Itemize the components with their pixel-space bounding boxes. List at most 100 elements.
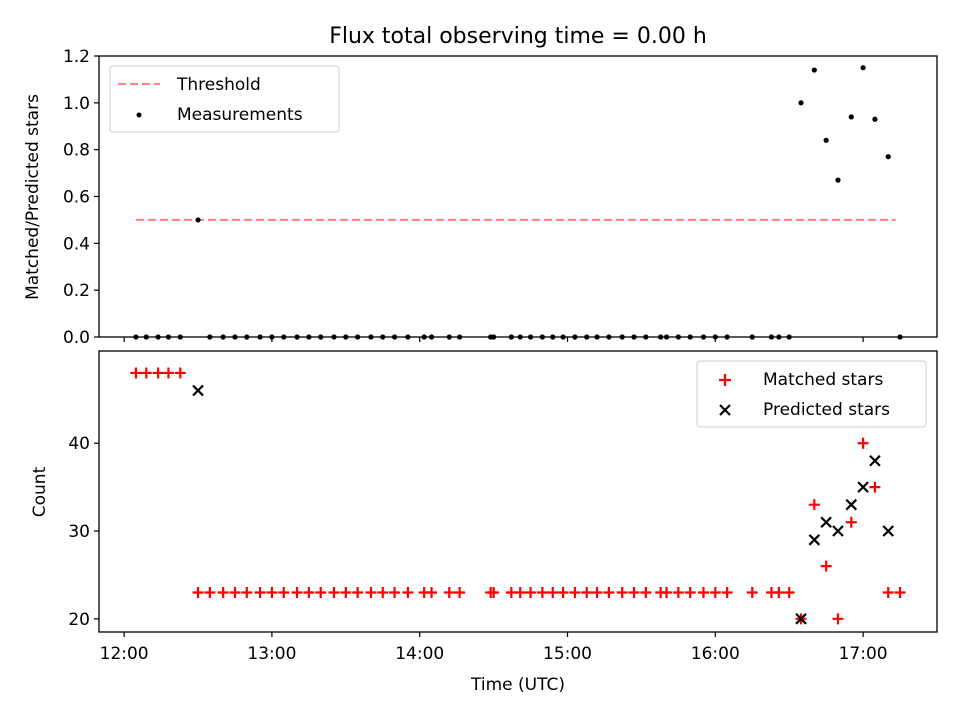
legend-predicted-swatch (719, 404, 731, 416)
matched-star-marker (152, 367, 164, 379)
matched-star-marker (266, 586, 278, 598)
matched-star-marker (241, 586, 253, 598)
matched-star-marker (783, 586, 795, 598)
legend-matched-label: Matched stars (763, 370, 883, 390)
matched-star-marker (328, 586, 340, 598)
top-ytick-label: 0.4 (63, 234, 90, 254)
matched-star-marker (709, 586, 721, 598)
matched-stars-points (130, 367, 906, 625)
measurement-point (798, 100, 804, 106)
bottom-xtick-label: 14:00 (395, 644, 444, 664)
bottom-ytick-label: 30 (68, 522, 90, 542)
matched-star-marker (443, 586, 455, 598)
matched-star-marker (591, 586, 603, 598)
matched-star-marker (820, 560, 832, 572)
bottom-y-ticks: 20 30 40 (68, 434, 99, 630)
measurement-point (823, 137, 829, 143)
top-ylabel: Matched/Predicted stars (23, 94, 43, 300)
bottom-xtick-label: 15:00 (543, 644, 592, 664)
matched-star-marker (162, 367, 174, 379)
top-axes-frame (98, 55, 938, 338)
matched-star-marker (174, 367, 186, 379)
matched-star-marker (547, 586, 559, 598)
matched-star-marker (130, 367, 142, 379)
measurement-point (195, 217, 201, 223)
matched-star-marker (454, 586, 466, 598)
top-legend-box (109, 65, 340, 133)
matched-star-marker (684, 586, 696, 598)
matched-star-marker (278, 586, 290, 598)
matched-star-marker (808, 499, 820, 511)
matched-star-marker (603, 586, 615, 598)
predicted-star-marker (820, 516, 832, 529)
matched-star-marker (365, 586, 377, 598)
bottom-axes-frame (98, 350, 938, 633)
top-ytick-label: 0.6 (63, 188, 90, 208)
matched-star-marker (773, 586, 785, 598)
matched-star-marker (869, 481, 881, 493)
top-x-ticks (123, 337, 864, 342)
matched-star-marker (894, 586, 906, 598)
predicted-star-marker (192, 384, 204, 397)
measurement-point (811, 67, 817, 73)
matched-star-marker (514, 586, 526, 598)
matched-star-marker (192, 586, 204, 598)
matched-star-marker (832, 613, 844, 625)
bottom-x-ticks: 12:00 13:00 14:00 15:00 16:00 17:00 (100, 632, 888, 664)
matched-star-marker (672, 586, 684, 598)
bottom-ylabel: Count (30, 466, 50, 517)
top-ytick-label: 1.2 (63, 47, 90, 67)
top-ytick-label: 1.0 (63, 94, 90, 114)
top-ytick-label: 0.2 (63, 281, 90, 301)
legend-threshold-label: Threshold (176, 75, 261, 95)
matched-star-marker (721, 586, 733, 598)
matched-star-marker (229, 586, 241, 598)
matched-star-marker (882, 586, 894, 598)
bottom-xlabel: Time (UTC) (470, 675, 565, 695)
matched-star-marker (426, 586, 438, 598)
matched-star-marker (488, 586, 500, 598)
predicted-star-marker (857, 481, 869, 493)
bottom-ytick-label: 20 (68, 610, 90, 630)
matched-star-marker (746, 586, 758, 598)
matched-star-marker (140, 367, 152, 379)
matched-star-marker (697, 586, 709, 598)
measurement-point (885, 154, 891, 160)
top-y-ticks: 0.0 0.2 0.4 0.6 0.8 1.0 1.2 (63, 47, 99, 348)
matched-star-marker (845, 516, 857, 528)
matched-star-marker (557, 586, 569, 598)
legend-measurements-label: Measurements (177, 105, 303, 125)
bottom-xtick-label: 16:00 (691, 644, 740, 664)
predicted-stars-points (192, 384, 895, 625)
matched-star-marker (303, 586, 315, 598)
measurement-point (835, 177, 841, 183)
predicted-star-marker (832, 525, 844, 537)
matched-star-marker (402, 586, 414, 598)
matched-star-marker (525, 586, 537, 598)
top-panel: Flux total observing time = 0.00 h Match… (23, 24, 938, 348)
top-title: Flux total observing time = 0.00 h (329, 24, 707, 49)
predicted-star-marker (808, 534, 821, 546)
matched-star-marker (204, 586, 216, 598)
matched-star-marker (377, 586, 389, 598)
bottom-legend: Matched stars Predicted stars (696, 360, 927, 428)
matched-star-marker (217, 586, 229, 598)
matched-star-marker (536, 586, 548, 598)
measurement-point (872, 116, 878, 122)
legend-predicted-label: Predicted stars (763, 400, 890, 420)
matched-star-marker (254, 586, 266, 598)
matched-star-marker (340, 586, 352, 598)
top-legend: Threshold Measurements (109, 65, 340, 133)
matched-star-marker (661, 586, 673, 598)
bottom-xtick-label: 13:00 (247, 644, 296, 664)
matched-star-marker (569, 586, 581, 598)
matched-star-marker (291, 586, 303, 598)
matched-star-marker (352, 586, 364, 598)
matched-star-marker (628, 586, 640, 598)
bottom-legend-box (696, 360, 927, 428)
predicted-star-marker (795, 613, 807, 625)
measurement-point (860, 65, 866, 71)
bottom-ytick-label: 40 (68, 434, 90, 454)
top-ytick-label: 0.0 (63, 328, 90, 348)
